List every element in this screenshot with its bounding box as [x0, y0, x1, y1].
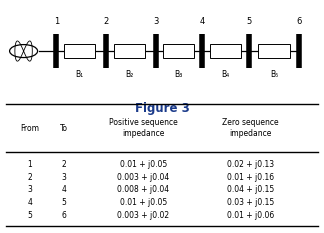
Text: 1: 1: [28, 160, 32, 169]
Text: Figure 3: Figure 3: [135, 102, 189, 115]
Text: 0.01 + j0.16: 0.01 + j0.16: [227, 173, 274, 182]
Text: To: To: [60, 123, 68, 133]
Text: 0.01 + j0.06: 0.01 + j0.06: [227, 211, 274, 220]
Text: 5: 5: [247, 17, 252, 25]
FancyBboxPatch shape: [163, 44, 194, 58]
FancyBboxPatch shape: [259, 44, 290, 58]
Text: 3: 3: [27, 185, 32, 195]
Text: From: From: [20, 123, 39, 133]
Text: 6: 6: [296, 17, 302, 25]
Text: 0.003 + j0.04: 0.003 + j0.04: [117, 173, 169, 182]
Text: 2: 2: [103, 17, 109, 25]
Text: 0.02 + j0.13: 0.02 + j0.13: [227, 160, 274, 169]
Text: 0.01 + j0.05: 0.01 + j0.05: [120, 160, 167, 169]
Text: 0.03 + j0.15: 0.03 + j0.15: [227, 198, 274, 207]
Text: 4: 4: [200, 17, 205, 25]
Text: 4: 4: [27, 198, 32, 207]
Ellipse shape: [10, 45, 38, 58]
Text: 6: 6: [62, 211, 66, 220]
Text: Zero sequence
impedance: Zero sequence impedance: [222, 118, 279, 138]
Text: 0.008 + j0.04: 0.008 + j0.04: [117, 185, 169, 195]
Text: B₄: B₄: [222, 70, 230, 79]
Text: B₁: B₁: [75, 70, 84, 79]
Text: B₅: B₅: [270, 70, 278, 79]
FancyBboxPatch shape: [210, 44, 241, 58]
Text: 2: 2: [62, 160, 66, 169]
Text: 5: 5: [27, 211, 32, 220]
FancyBboxPatch shape: [64, 44, 95, 58]
Text: B₃: B₃: [174, 70, 183, 79]
Text: 0.04 + j0.15: 0.04 + j0.15: [227, 185, 274, 195]
Text: 0.003 + j0.02: 0.003 + j0.02: [117, 211, 169, 220]
Text: 1: 1: [53, 17, 59, 25]
Text: 4: 4: [62, 185, 66, 195]
Text: 3: 3: [153, 17, 158, 25]
FancyBboxPatch shape: [114, 44, 145, 58]
Text: 3: 3: [62, 173, 66, 182]
Text: Positive sequence
impedance: Positive sequence impedance: [109, 118, 178, 138]
Text: 2: 2: [28, 173, 32, 182]
Text: 0.01 + j0.05: 0.01 + j0.05: [120, 198, 167, 207]
Text: 5: 5: [62, 198, 66, 207]
Text: B₂: B₂: [125, 70, 133, 79]
